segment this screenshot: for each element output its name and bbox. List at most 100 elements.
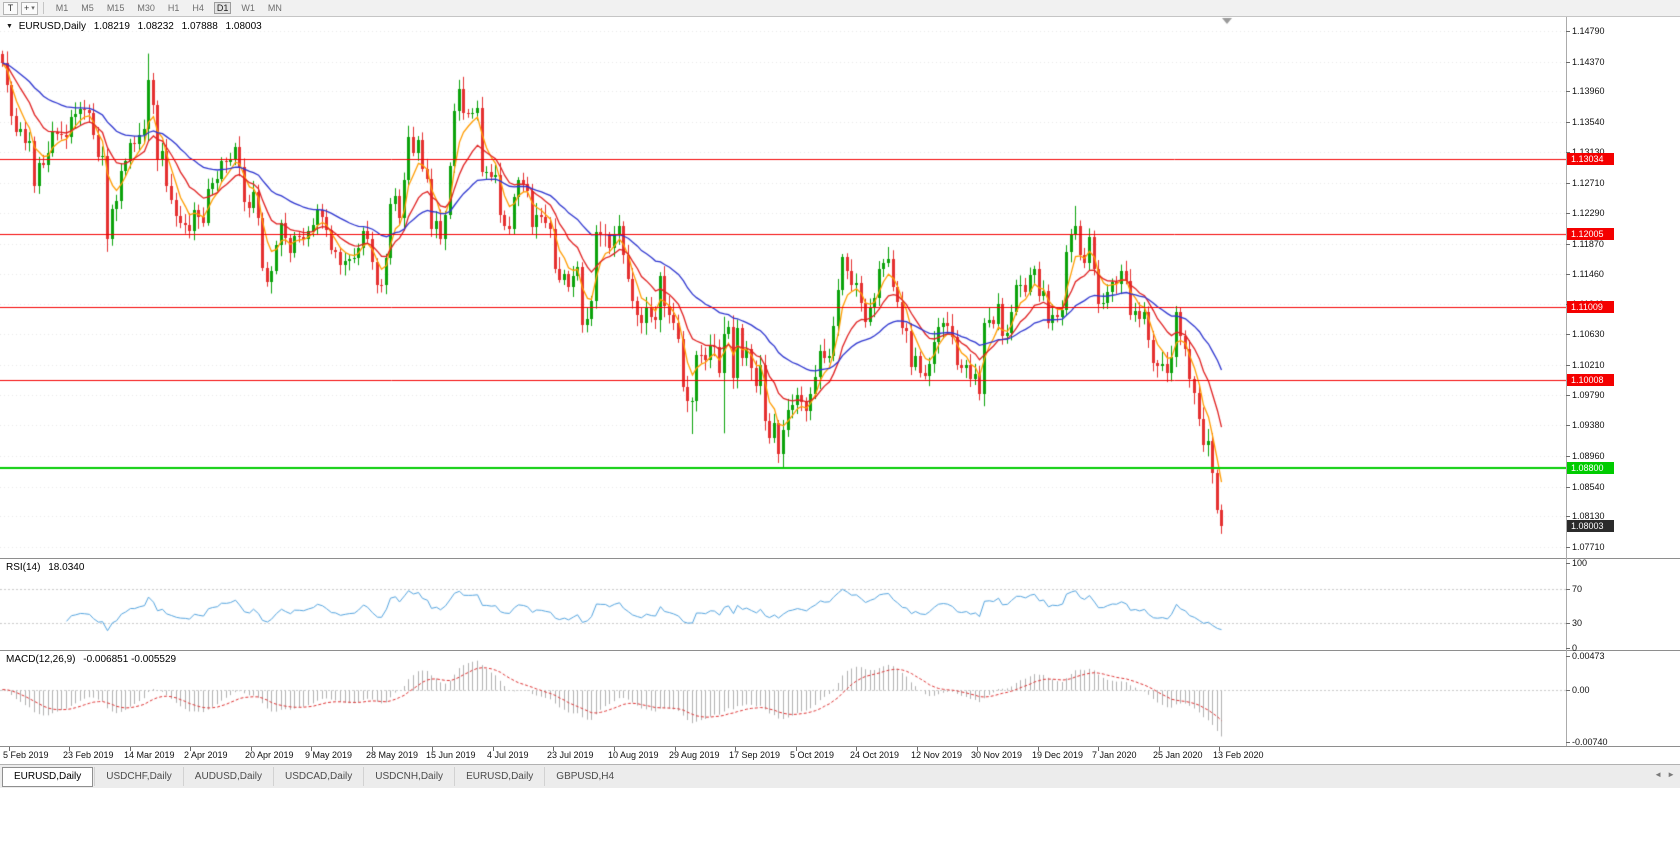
macd-axis-tick: 0.00 xyxy=(1572,684,1590,695)
toolbar: T + ▾ M1 M5 M15 M30 H1 H4 D1 W1 MN xyxy=(0,0,1680,17)
crosshair-icon: + xyxy=(24,3,30,13)
chart-tab[interactable]: USDCHF,Daily xyxy=(94,767,183,786)
date-axis-tick-mark xyxy=(432,747,433,751)
timeframe-button-d1[interactable]: D1 xyxy=(213,2,232,14)
date-axis-label: 19 Dec 2019 xyxy=(1032,750,1084,760)
date-axis-label: 10 Aug 2019 xyxy=(608,750,659,760)
symbol-ohlc-readout: ▼ EURUSD,Daily 1.08219 1.08232 1.07888 1… xyxy=(6,21,267,32)
rsi-value: 18.0340 xyxy=(48,562,85,573)
price-axis-tick-mark xyxy=(1566,456,1570,457)
date-axis-tick-mark xyxy=(69,747,70,751)
date-axis-tick-mark xyxy=(130,747,131,751)
price-axis-tick-mark xyxy=(1566,31,1570,32)
date-axis-separator xyxy=(0,746,1680,747)
rsi-axis-tick: 70 xyxy=(1572,583,1583,594)
date-axis-label: 13 Feb 2020 xyxy=(1213,750,1264,760)
level-price-tag: 1.11009 xyxy=(1567,300,1614,313)
date-axis-label: 5 Oct 2019 xyxy=(790,750,835,760)
date-axis-label: 14 Mar 2019 xyxy=(124,750,175,760)
timeframe-button-m30[interactable]: M30 xyxy=(137,3,155,13)
chart-tab[interactable]: USDCAD,Daily xyxy=(273,767,363,786)
text-tool-button[interactable]: T xyxy=(3,1,18,15)
rsi-indicator-label: RSI(14) 18.0340 xyxy=(6,562,89,573)
macd-axis-tick: 0.00473 xyxy=(1572,651,1605,661)
chart-tab[interactable]: USDCNH,Daily xyxy=(363,767,454,786)
rsi-axis-tick-mark xyxy=(1566,563,1570,564)
date-axis-tick-mark xyxy=(735,747,736,751)
price-axis-tick-mark xyxy=(1566,122,1570,123)
macd-panel-canvas[interactable] xyxy=(0,652,1566,746)
price-axis-tick-mark xyxy=(1566,334,1570,335)
timeframe-button-m5[interactable]: M5 xyxy=(81,3,94,13)
tab-scroll-left-button[interactable]: ◄ xyxy=(1654,770,1663,779)
date-axis-label: 20 Apr 2019 xyxy=(245,750,294,760)
chart-tabs-bar: EURUSD,Daily USDCHF,Daily AUDUSD,Daily USDC… xyxy=(0,764,1680,788)
date-axis-label: 29 Aug 2019 xyxy=(669,750,720,760)
symbol-label: EURUSD,Daily xyxy=(18,21,86,32)
panel-separator[interactable] xyxy=(0,650,1680,651)
panel-separator[interactable] xyxy=(0,558,1680,559)
low-value: 1.07888 xyxy=(181,21,218,32)
price-axis-tick: 1.11460 xyxy=(1572,268,1604,279)
rsi-panel-canvas[interactable] xyxy=(0,560,1566,650)
date-axis-tick-mark xyxy=(372,747,373,751)
date-axis-tick-mark xyxy=(675,747,676,751)
cursor-tool-button[interactable]: + ▾ xyxy=(21,1,38,15)
timeframe-button-m15[interactable]: M15 xyxy=(106,3,125,13)
price-axis-tick-mark xyxy=(1566,487,1570,488)
price-axis-tick-mark xyxy=(1566,152,1570,153)
timeframe-button-h4[interactable]: H4 xyxy=(192,3,204,13)
tab-scroll-controls: ◄ ► xyxy=(1654,770,1675,779)
level-price-tag: 1.12005 xyxy=(1567,227,1614,240)
date-axis-tick-mark xyxy=(977,747,978,751)
price-axis-tick: 1.09380 xyxy=(1572,420,1605,431)
chart-tab[interactable]: EURUSD,Daily xyxy=(2,766,94,787)
macd-name: MACD(12,26,9) xyxy=(6,654,76,665)
date-axis-label: 9 May 2019 xyxy=(305,750,353,760)
date-axis-tick-mark xyxy=(190,747,191,751)
date-axis-tick-mark xyxy=(553,747,554,751)
open-value: 1.08219 xyxy=(93,21,130,32)
macd-axis-tick-mark xyxy=(1566,690,1570,691)
tab-scroll-right-button[interactable]: ► xyxy=(1667,770,1675,779)
chevron-down-icon: ▾ xyxy=(31,5,35,12)
date-axis-label: 7 Jan 2020 xyxy=(1092,750,1137,760)
price-axis-tick: 1.10210 xyxy=(1572,359,1605,370)
main-chart-canvas[interactable] xyxy=(0,17,1566,558)
date-axis-tick-mark xyxy=(614,747,615,751)
date-axis-label: 24 Oct 2019 xyxy=(850,750,900,760)
timeframe-button-m1[interactable]: M1 xyxy=(55,3,69,13)
date-axis-label: 5 Feb 2019 xyxy=(3,750,49,760)
chart-tab[interactable]: EURUSD,Daily xyxy=(454,767,544,786)
date-axis-label: 30 Nov 2019 xyxy=(971,750,1023,760)
date-axis-label: 2 Apr 2019 xyxy=(184,750,228,760)
date-axis-tick-mark xyxy=(251,747,252,751)
price-axis-tick-mark xyxy=(1566,547,1570,548)
price-axis-tick: 1.09790 xyxy=(1572,390,1605,401)
price-axis-tick: 1.12290 xyxy=(1572,208,1605,219)
timeframe-button-w1[interactable]: W1 xyxy=(241,3,255,13)
macd-axis-tick-mark xyxy=(1566,656,1570,657)
date-axis-tick-mark xyxy=(311,747,312,751)
timeframe-button-h1[interactable]: H1 xyxy=(167,3,180,13)
rsi-axis-tick: 0 xyxy=(1572,643,1578,653)
price-axis-tick: 1.10630 xyxy=(1572,329,1605,340)
level-price-tag: 1.13034 xyxy=(1567,152,1614,165)
date-axis-label: 15 Jun 2019 xyxy=(426,750,476,760)
price-axis-tick-mark xyxy=(1566,516,1570,517)
rsi-axis-tick: 30 xyxy=(1572,617,1583,628)
macd-axis-tick-mark xyxy=(1566,742,1570,743)
price-axis-tick: 1.08960 xyxy=(1572,450,1605,461)
price-axis-tick: 1.12710 xyxy=(1572,177,1605,188)
price-axis-tick-mark xyxy=(1566,213,1570,214)
price-axis-tick: 1.13540 xyxy=(1572,117,1605,128)
timeframe-button-mn[interactable]: MN xyxy=(267,3,282,13)
chart-tab[interactable]: AUDUSD,Daily xyxy=(182,767,273,786)
date-axis-tick-mark xyxy=(493,747,494,751)
price-axis-tick: 1.14370 xyxy=(1572,56,1605,67)
price-axis-tick: 1.08130 xyxy=(1572,511,1605,522)
date-axis-tick-mark xyxy=(1159,747,1160,751)
chart-tab[interactable]: GBPUSD,H4 xyxy=(544,767,625,786)
price-axis-tick: 1.14790 xyxy=(1572,26,1605,36)
symbol-dropdown-icon: ▼ xyxy=(6,23,13,30)
